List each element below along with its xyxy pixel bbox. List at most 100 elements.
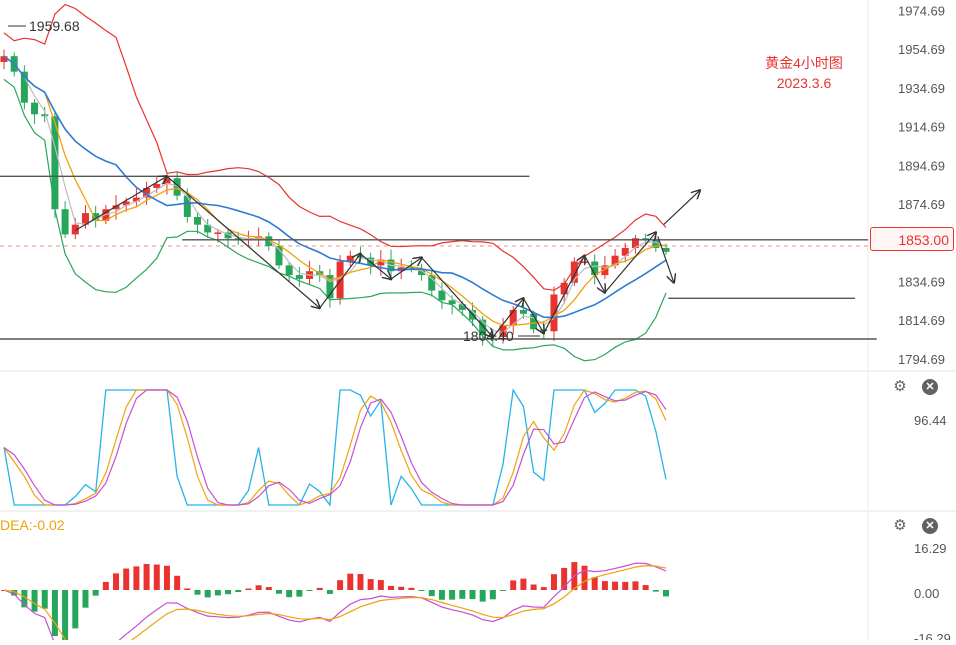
macd-histogram-bar [601, 581, 608, 590]
candle-body [377, 259, 385, 266]
candle-body [265, 236, 273, 247]
macd-histogram-bar [438, 590, 445, 600]
osc-fast-line [3, 388, 667, 507]
macd-histogram-bar [235, 590, 242, 593]
macd-histogram-bar [11, 590, 18, 596]
macd-histogram-bar [326, 590, 333, 594]
oscillator-settings-icon[interactable]: ⚙ [893, 378, 907, 395]
candle-body [479, 319, 487, 336]
candle-body [295, 275, 303, 279]
macd-histogram-bar [21, 590, 28, 608]
wave-arrow [74, 176, 167, 232]
macd-histogram-bar [225, 590, 232, 595]
candle-body [194, 216, 202, 225]
macd-histogram-bar [622, 581, 629, 590]
boll-mid-line [3, 55, 667, 319]
candle-body [81, 213, 89, 225]
candle-body [183, 195, 191, 217]
price-axis-tick: 1814.69 [898, 313, 945, 328]
osc-axis-tick: 96.44 [914, 413, 947, 428]
price-axis-tick: 1974.69 [898, 3, 945, 18]
projection-up-arrow [663, 190, 700, 225]
macd-histogram-bar [92, 590, 99, 596]
candle-body [418, 269, 426, 276]
price-axis-tick: 1894.69 [898, 158, 945, 173]
candle-body [570, 261, 578, 283]
candle-body [20, 71, 28, 103]
candle-body [560, 282, 568, 295]
candle-body [407, 267, 415, 270]
macd-histogram-bar [388, 585, 395, 590]
wave-arrow [604, 232, 656, 293]
macd-histogram-bar [143, 563, 150, 590]
macd-histogram-bar [82, 590, 89, 608]
price-axis-tick: 1834.69 [898, 274, 945, 289]
price-axis-tick: 1874.69 [898, 197, 945, 212]
macd-histogram-bar [286, 590, 293, 598]
candles-group [0, 49, 670, 347]
candle-body [428, 275, 436, 291]
macd-histogram-bar [357, 574, 364, 590]
macd-histogram-bar [163, 565, 170, 590]
macd-histogram-bar [51, 590, 58, 637]
macd-histogram-bar [194, 590, 201, 595]
macd-histogram-bar [316, 587, 323, 590]
current-price-badge: 1853.00 [870, 227, 954, 251]
candle-body [112, 205, 120, 210]
macd-histogram-bar [540, 587, 547, 590]
candle-body [458, 304, 466, 310]
macd-histogram-bar [459, 590, 466, 599]
candle-body [214, 232, 222, 234]
macd-histogram-bar [398, 586, 405, 590]
candle-body [509, 309, 517, 326]
ma-fast-line [3, 55, 667, 327]
macd-histogram-bar [174, 575, 181, 590]
price-axis-tick: 1954.69 [898, 42, 945, 57]
low-price-label: 1804.40 [463, 328, 514, 344]
candle-body [581, 261, 589, 264]
candle-body [519, 309, 527, 314]
macd-histogram-bar [184, 588, 191, 590]
candle-body [31, 102, 39, 115]
macd-close-icon[interactable]: ✕ [922, 518, 938, 534]
candle-body [204, 224, 212, 233]
candle-body [285, 265, 293, 276]
macd-histogram-bar [72, 590, 79, 629]
macd-histogram-bar [245, 588, 252, 590]
high-price-label: 1959.68 [29, 18, 80, 34]
candle-body [621, 247, 629, 256]
macd-histogram-bar [408, 587, 415, 590]
chart-date: 2023.3.6 [776, 75, 832, 91]
current-price-value: 1853.00 [898, 232, 949, 248]
macd-histogram-bar [367, 579, 374, 590]
candle-body [662, 247, 670, 252]
macd-histogram-bar [204, 590, 211, 598]
macd-histogram-bar [275, 590, 282, 594]
macd-histogram-bar [469, 590, 476, 600]
wave-arrow [166, 175, 320, 308]
macd-histogram-bar [102, 581, 109, 590]
macd-histogram-bar [31, 590, 38, 612]
candle-body [499, 325, 507, 338]
macd-histogram-bar [449, 590, 456, 600]
candle-body [153, 184, 161, 188]
macd-axis-tick: -16.29 [914, 631, 951, 640]
candle-body [448, 300, 456, 305]
macd-histogram-bar [377, 580, 384, 590]
macd-histogram-bar [642, 585, 649, 590]
macd-histogram-bar [632, 581, 639, 590]
candle-body [61, 209, 69, 235]
macd-histogram-bar [581, 565, 588, 590]
macd-histogram-bar [510, 580, 517, 590]
macd-histogram-bar [591, 577, 598, 590]
macd-histogram-bar [113, 573, 120, 590]
macd-settings-icon[interactable]: ⚙ [893, 517, 907, 534]
oscillator-close-icon[interactable]: ✕ [922, 379, 938, 395]
candle-body [143, 187, 151, 198]
wave-arrow [543, 256, 585, 334]
macd-histogram-bar [418, 590, 425, 591]
price-axis-tick: 1794.69 [898, 352, 945, 367]
wave-arrow [583, 255, 605, 293]
